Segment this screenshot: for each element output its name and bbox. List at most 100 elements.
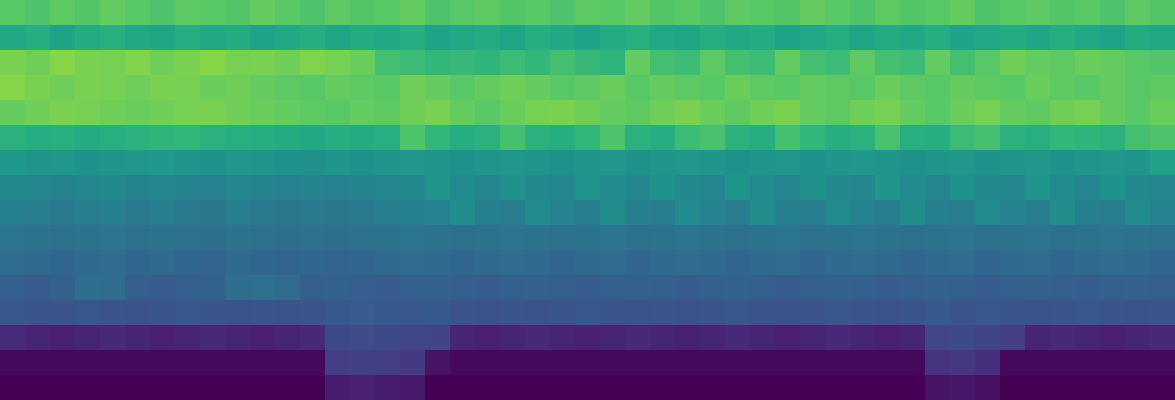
heatmap-cell	[400, 100, 426, 126]
heatmap-cell	[625, 225, 651, 251]
heatmap-cell	[575, 225, 601, 251]
heatmap-cell	[375, 350, 401, 376]
heatmap-cell	[50, 225, 76, 251]
heatmap-cell	[675, 175, 701, 201]
heatmap-cell	[775, 275, 801, 301]
heatmap-cell	[300, 350, 326, 376]
heatmap-cell	[150, 325, 176, 351]
heatmap-cell	[225, 350, 251, 376]
heatmap-cell	[575, 50, 601, 76]
heatmap-cell	[1000, 325, 1026, 351]
heatmap-cell	[925, 200, 951, 226]
heatmap-cell	[1025, 325, 1051, 351]
heatmap-cell	[1100, 75, 1126, 101]
heatmap-cell	[275, 25, 301, 51]
heatmap-cell	[1025, 200, 1051, 226]
heatmap-cell	[325, 300, 351, 326]
heatmap-cell	[425, 75, 451, 101]
heatmap-cell	[25, 200, 51, 226]
heatmap-cell	[350, 125, 376, 151]
heatmap-cell	[925, 300, 951, 326]
heatmap-cell	[450, 375, 476, 400]
heatmap-cell	[25, 175, 51, 201]
heatmap-cell	[150, 275, 176, 301]
heatmap-cell	[475, 0, 501, 26]
heatmap-cell	[1125, 200, 1151, 226]
heatmap-cell	[775, 25, 801, 51]
heatmap-cell	[1000, 150, 1026, 176]
heatmap-cell	[1050, 175, 1076, 201]
heatmap-cell	[650, 75, 676, 101]
heatmap-cell	[500, 250, 526, 276]
heatmap-cell	[625, 0, 651, 26]
heatmap-cell	[825, 25, 851, 51]
heatmap-cell	[100, 275, 126, 301]
heatmap-cell	[500, 225, 526, 251]
heatmap-cell	[700, 225, 726, 251]
heatmap-cell	[950, 150, 976, 176]
heatmap-cell	[925, 175, 951, 201]
heatmap-cell	[1050, 25, 1076, 51]
heatmap-cell	[900, 125, 926, 151]
heatmap-cell	[75, 100, 101, 126]
heatmap-cell	[125, 275, 151, 301]
heatmap-cell	[1100, 150, 1126, 176]
heatmap-cell	[1050, 200, 1076, 226]
heatmap-cell	[275, 275, 301, 301]
heatmap-cell	[550, 325, 576, 351]
heatmap-cell	[500, 325, 526, 351]
heatmap-cell	[500, 275, 526, 301]
heatmap-cell	[875, 300, 901, 326]
heatmap-cell	[150, 375, 176, 400]
heatmap-cell	[550, 50, 576, 76]
heatmap-cell	[675, 350, 701, 376]
heatmap-cell	[425, 300, 451, 326]
heatmap-cell	[700, 150, 726, 176]
heatmap-cell	[1025, 175, 1051, 201]
heatmap-cell	[50, 275, 76, 301]
heatmap-cell	[500, 50, 526, 76]
heatmap-cell	[1100, 250, 1126, 276]
heatmap-cell	[800, 75, 826, 101]
heatmap-cell	[1100, 275, 1126, 301]
heatmap-cell	[450, 350, 476, 376]
heatmap-cell	[175, 250, 201, 276]
heatmap-cell	[725, 175, 751, 201]
heatmap-cell	[1050, 100, 1076, 126]
heatmap-cell	[100, 150, 126, 176]
heatmap-cell	[575, 25, 601, 51]
heatmap-cell	[150, 250, 176, 276]
heatmap-cell	[0, 0, 26, 26]
heatmap-cell	[500, 200, 526, 226]
heatmap-cell	[275, 75, 301, 101]
heatmap-cell	[250, 300, 276, 326]
heatmap-cell	[225, 250, 251, 276]
heatmap-cell	[275, 325, 301, 351]
heatmap-cell	[350, 0, 376, 26]
heatmap-cell	[750, 50, 776, 76]
heatmap-cell	[225, 25, 251, 51]
heatmap-cell	[475, 150, 501, 176]
heatmap-cell	[175, 350, 201, 376]
heatmap-cell	[100, 225, 126, 251]
heatmap-cell	[825, 325, 851, 351]
heatmap-cell	[550, 275, 576, 301]
heatmap-cell	[275, 125, 301, 151]
heatmap-cell	[925, 150, 951, 176]
heatmap-cell	[650, 200, 676, 226]
heatmap-cell	[400, 250, 426, 276]
heatmap-cell	[800, 250, 826, 276]
heatmap-cell	[200, 325, 226, 351]
heatmap-cell	[700, 100, 726, 126]
heatmap-cell	[50, 350, 76, 376]
heatmap-cell	[1025, 250, 1051, 276]
heatmap-cell	[200, 375, 226, 400]
heatmap-cell	[775, 100, 801, 126]
heatmap-cell	[400, 350, 426, 376]
heatmap-cell	[425, 275, 451, 301]
heatmap-cell	[825, 75, 851, 101]
heatmap-cell	[750, 325, 776, 351]
heatmap-cell	[1050, 75, 1076, 101]
heatmap-cell	[150, 150, 176, 176]
heatmap-cell	[200, 275, 226, 301]
